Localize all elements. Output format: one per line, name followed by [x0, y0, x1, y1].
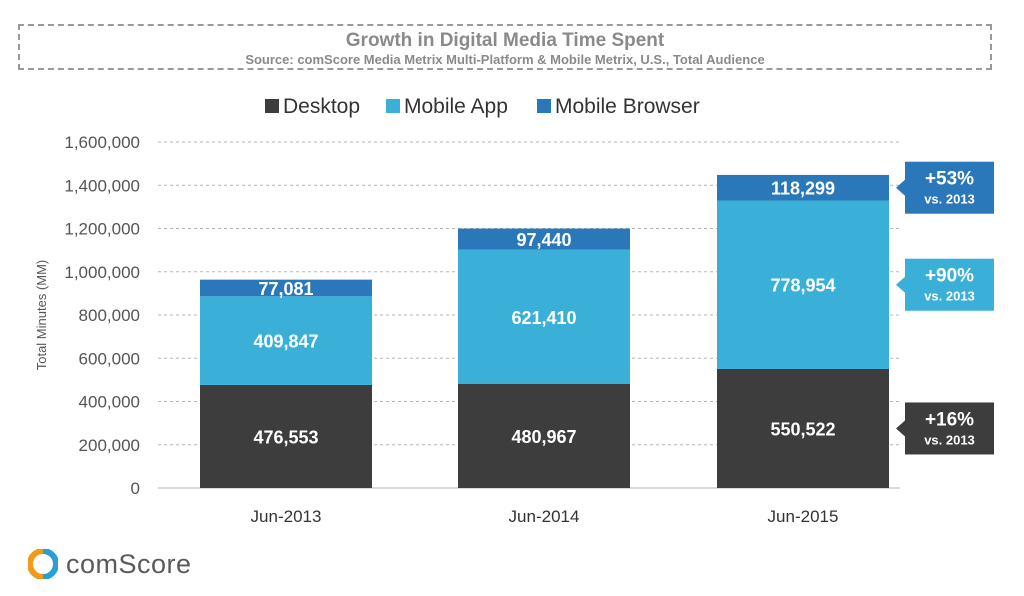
callout-box: [905, 258, 994, 311]
legend-swatch: [537, 99, 551, 113]
y-tick-label: 400,000: [79, 393, 140, 412]
y-axis-label: Total Minutes (MM): [34, 260, 49, 371]
callout-box: [905, 402, 994, 455]
y-tick-label: 1,000,000: [64, 263, 140, 282]
callout-percent: +53%: [925, 169, 974, 190]
x-tick-label: Jun-2015: [768, 507, 839, 526]
y-tick-label: 800,000: [79, 306, 140, 325]
y-tick-label: 200,000: [79, 436, 140, 455]
bar-segment: [458, 228, 630, 250]
bar-segment: [458, 383, 630, 488]
chart-title-box: Growth in Digital Media Time Spent Sourc…: [18, 24, 992, 70]
bar-segment: [717, 174, 889, 201]
callout-box: [905, 161, 994, 214]
x-tick-label: Jun-2014: [509, 507, 580, 526]
legend-label: Desktop: [283, 95, 360, 118]
y-tick-label: 1,600,000: [64, 133, 140, 152]
y-tick-label: 1,400,000: [64, 176, 140, 195]
bar-segment: [458, 249, 630, 384]
legend-swatch: [265, 99, 279, 113]
data-label: 621,410: [511, 308, 576, 328]
bar-segment: [200, 279, 372, 297]
y-tick-label: 1,200,000: [64, 220, 140, 239]
y-tick-label: 600,000: [79, 349, 140, 368]
legend-label: Mobile Browser: [555, 95, 700, 118]
legend-label: Mobile App: [404, 95, 508, 118]
bar-segment: [200, 384, 372, 488]
callout-caption: vs. 2013: [924, 192, 975, 207]
bar-segment: [200, 296, 372, 385]
callout-caption: vs. 2013: [924, 432, 975, 447]
data-label: 409,847: [253, 332, 318, 352]
chart-subtitle: Source: comScore Media Metrix Multi-Plat…: [245, 52, 765, 67]
comscore-logo-icon: [28, 549, 58, 579]
data-label: 550,522: [770, 419, 835, 439]
data-label: 97,440: [516, 230, 571, 250]
callout-percent: +16%: [925, 409, 974, 430]
data-label: 77,081: [258, 279, 313, 299]
comscore-logo: comScore: [28, 544, 192, 584]
bar-segment: [717, 368, 889, 488]
x-tick-label: Jun-2013: [251, 507, 322, 526]
callout-pointer: [896, 179, 905, 196]
data-label: 118,299: [771, 179, 835, 199]
chart-title: Growth in Digital Media Time Spent: [345, 30, 665, 51]
logo-text: comScore: [66, 548, 192, 579]
data-label: 778,954: [770, 276, 835, 296]
legend-swatch: [386, 99, 400, 113]
callout-pointer: [896, 276, 905, 293]
data-label: 476,553: [253, 427, 318, 447]
bar-segment: [717, 200, 889, 369]
callout-percent: +90%: [925, 266, 974, 287]
data-label: 480,967: [511, 427, 576, 447]
callout-caption: vs. 2013: [924, 289, 975, 304]
callout-pointer: [896, 420, 905, 437]
y-tick-label: 0: [131, 479, 140, 498]
